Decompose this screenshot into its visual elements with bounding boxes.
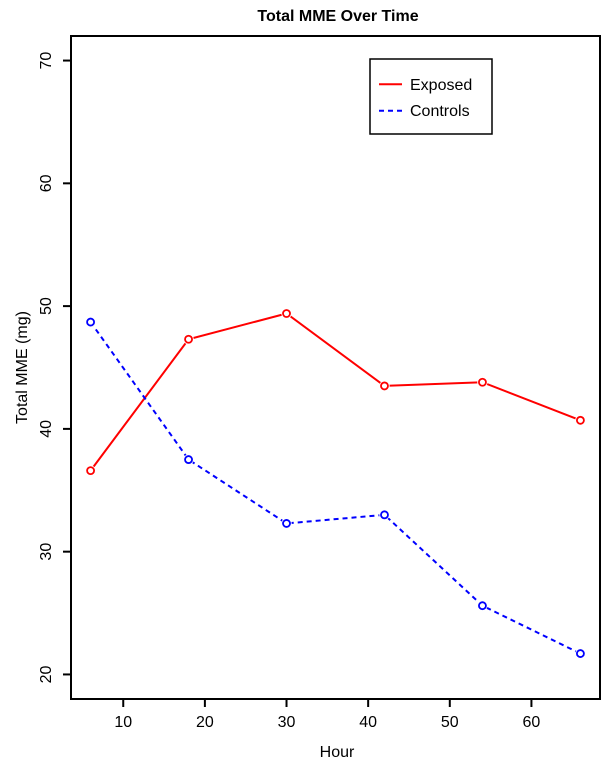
x-tick-label: 30 (278, 714, 296, 731)
chart-title: Total MME Over Time (257, 8, 418, 25)
y-tick-label: 50 (38, 297, 55, 315)
data-point-exposed (380, 381, 389, 391)
data-point-controls (380, 510, 389, 520)
x-tick-label: 50 (441, 714, 459, 731)
y-tick-label: 20 (38, 665, 55, 683)
legend: Exposed Controls (369, 58, 493, 135)
data-point-exposed (86, 466, 95, 476)
data-point-controls (282, 519, 291, 528)
y-tick-label: 30 (38, 543, 55, 561)
data-point-controls (86, 317, 95, 327)
data-point-exposed (282, 309, 291, 318)
legend-label-controls: Controls (410, 103, 470, 120)
data-series (85, 308, 586, 659)
series-line-exposed (89, 312, 581, 472)
y-axis-label: Total MME (mg) (14, 311, 31, 424)
x-tick-label: 60 (523, 714, 541, 731)
data-point-controls (576, 649, 585, 658)
y-tick-label: 40 (38, 420, 55, 438)
legend-box (369, 58, 493, 135)
legend-label-exposed: Exposed (410, 77, 472, 94)
x-axis-label: Hour (320, 744, 355, 761)
plot-border (70, 35, 601, 700)
x-axis-ticks: 10 20 30 40 50 60 (114, 699, 540, 731)
x-tick-label: 10 (114, 714, 132, 731)
x-tick-label: 20 (196, 714, 214, 731)
y-axis-ticks: 20 30 40 50 60 70 (38, 52, 71, 683)
data-point-exposed (184, 334, 193, 344)
y-tick-label: 70 (38, 52, 55, 70)
series-line-controls (89, 321, 581, 655)
x-tick-label: 40 (359, 714, 377, 731)
data-point-controls (478, 601, 487, 611)
data-point-exposed (576, 415, 585, 425)
y-tick-label: 60 (38, 174, 55, 192)
data-point-exposed (478, 377, 487, 387)
data-point-controls (184, 455, 193, 464)
